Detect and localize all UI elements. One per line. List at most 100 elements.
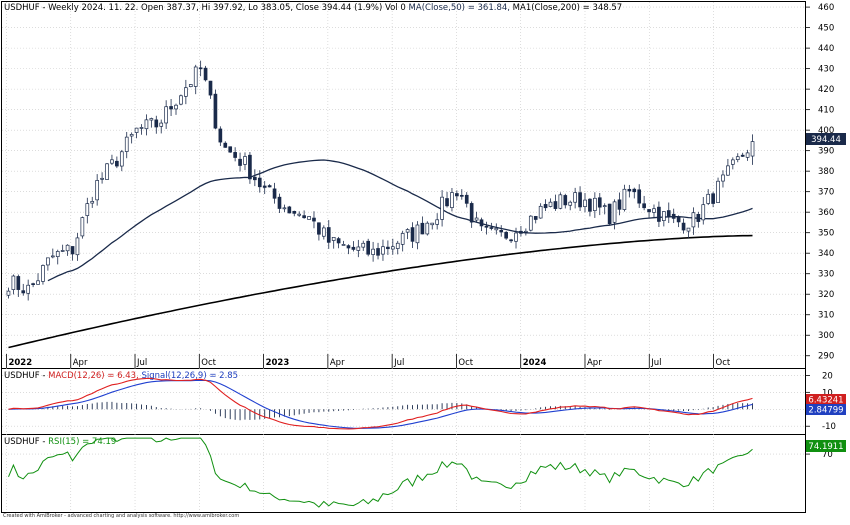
candle-body: [509, 239, 513, 242]
candle-body: [642, 203, 646, 209]
time-tick-label: Apr: [73, 358, 88, 368]
candle-body: [331, 236, 336, 241]
price-tick-label: 440: [818, 44, 834, 54]
candle-body: [563, 195, 568, 206]
candle-body: [415, 224, 420, 244]
price-tick-label: 330: [818, 270, 834, 280]
candle-body: [494, 227, 499, 231]
time-tick-label: Oct: [201, 358, 216, 368]
candle-body: [459, 194, 464, 197]
candle-body: [188, 84, 193, 88]
macd-header-signal: Signal(12,26,9) = 2.85: [141, 371, 238, 381]
candle-body: [193, 66, 198, 87]
candle-body: [430, 222, 435, 226]
candle-body: [262, 185, 267, 188]
candle-body: [647, 209, 651, 213]
price-tick-label: 410: [818, 106, 834, 116]
candle-body: [390, 246, 395, 250]
candle-body: [277, 196, 282, 209]
price-grid: [2, 6, 806, 357]
time-tick-label: Apr: [587, 358, 602, 368]
price-tick-label: 370: [818, 188, 834, 198]
candle-body: [253, 176, 257, 181]
candle-body: [164, 106, 168, 124]
price-pane: [1, 1, 806, 369]
candle-body: [524, 230, 528, 233]
candle-body: [179, 95, 183, 105]
time-tick-label: 2022: [8, 358, 32, 368]
candle-body: [578, 192, 582, 208]
price-tick-label: 290: [818, 352, 834, 362]
time-tick-label: Oct: [458, 358, 473, 368]
candle-body: [573, 192, 577, 203]
candle-body: [21, 290, 26, 294]
macd-grid: [2, 375, 806, 427]
macd-tick-label: 20: [822, 371, 833, 381]
candle-body: [80, 217, 85, 237]
candle-body: [548, 201, 553, 207]
price-tick-label: 380: [818, 167, 834, 177]
candle-body: [85, 203, 90, 216]
candle-body: [464, 194, 469, 204]
candle-body: [60, 250, 65, 252]
macd-value-label-text: 6.43241: [808, 396, 843, 406]
signal-line-path: [8, 379, 753, 429]
candle-body: [336, 238, 341, 244]
candle-body: [243, 156, 247, 165]
candle-body: [568, 201, 573, 206]
price-tick-label: 450: [818, 24, 834, 34]
time-tick-label: Oct: [716, 358, 731, 368]
time-tick-label: Jul: [650, 358, 661, 368]
candle-body: [597, 197, 602, 208]
candle-body: [149, 118, 154, 121]
candle-body: [36, 280, 40, 285]
candle-body: [307, 216, 311, 220]
candle-body: [292, 210, 297, 214]
candle-body: [26, 284, 31, 294]
candle-body: [637, 189, 642, 204]
candle-body: [533, 216, 538, 220]
time-tick-label: Jul: [393, 358, 404, 368]
price-tick-label: 430: [818, 65, 834, 75]
price-header-symbol: USDHUF - Weekly 2024. 11. 22. Open 387.3…: [4, 3, 409, 13]
candle-body: [381, 246, 385, 255]
macd-lines: [8, 377, 753, 430]
candle-body: [400, 233, 405, 245]
candle-body: [730, 159, 735, 165]
candle-body: [322, 227, 326, 237]
price-y-axis: 460 450 440 430 420 410 400 390 380 370 360 350 340 3…: [806, 3, 834, 362]
candle-body: [711, 193, 715, 204]
candle-body: [351, 246, 356, 250]
price-tick-label: 320: [818, 290, 834, 300]
candle-body: [213, 93, 218, 129]
candle-body: [514, 232, 518, 242]
candle-body: [691, 212, 696, 228]
candle-body: [528, 215, 533, 231]
candle-body: [543, 204, 548, 209]
candle-body: [622, 188, 627, 210]
price-header-ma200: MA1(Close,200) = 348.57: [513, 3, 623, 13]
candle-body: [6, 290, 11, 296]
candle-body: [410, 227, 415, 242]
candle-body: [228, 146, 233, 153]
price-tick-label: 300: [818, 331, 834, 341]
candle-body: [425, 222, 430, 235]
candle-body: [46, 257, 50, 266]
candle-body: [100, 177, 104, 180]
candle-body: [11, 275, 16, 290]
candle-body: [612, 201, 617, 223]
rsi-header: USDHUF - RSI(15) = 74.19: [4, 437, 116, 447]
candle-body: [602, 205, 607, 208]
candle-body: [257, 177, 262, 188]
ma200-line: [8, 234, 753, 349]
candle-body: [504, 231, 508, 239]
time-tick-label: Jul: [136, 358, 147, 368]
rsi-value-label-text: 74.1911: [808, 442, 843, 452]
candle-body: [657, 206, 661, 222]
candle-body: [371, 248, 375, 255]
candle-body: [341, 244, 346, 246]
time-tick-label: 2024: [523, 358, 547, 368]
candle-body: [297, 213, 302, 216]
candle-body: [519, 230, 523, 234]
